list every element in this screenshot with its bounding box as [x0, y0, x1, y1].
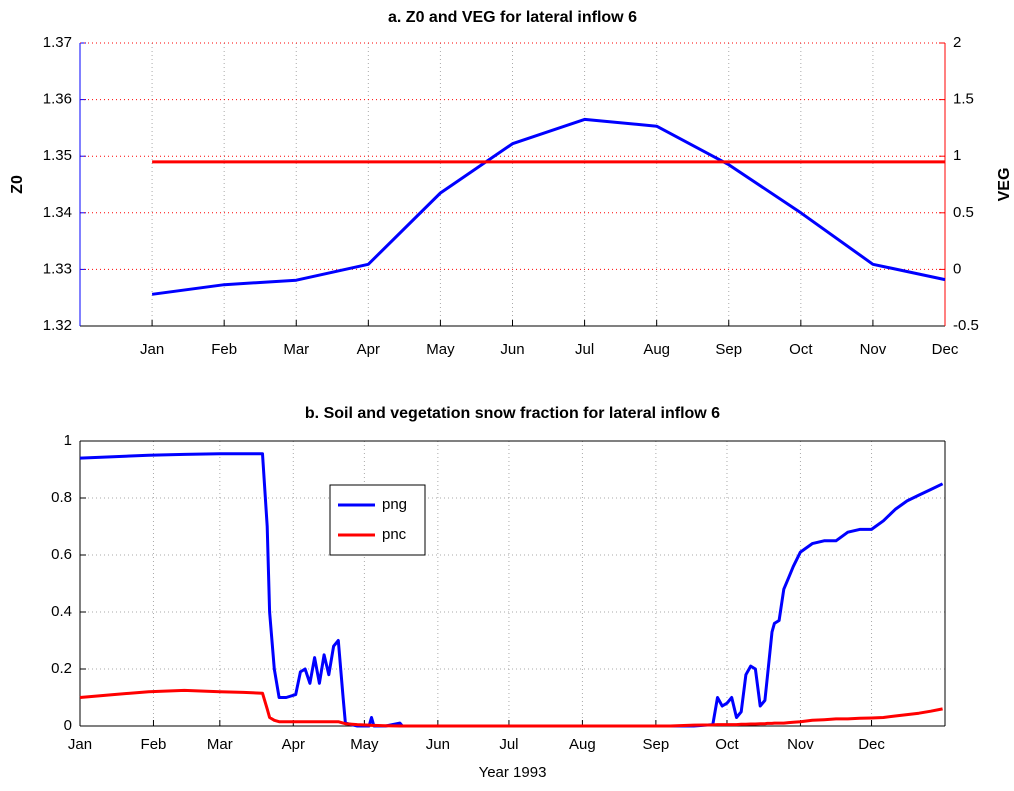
x-tick-label: Jun — [426, 736, 450, 753]
series-line — [79, 688, 943, 728]
y-tick-label: 1.34 — [43, 204, 72, 221]
x-tick-label: Apr — [357, 341, 380, 358]
x-tick-label: Dec — [932, 341, 959, 358]
x-tick-label: May — [426, 341, 455, 358]
x-tick-label: Sep — [715, 341, 742, 358]
x-tick-label: Jan — [68, 736, 92, 753]
x-tick-label: Oct — [715, 736, 739, 753]
y-tick-label: 1.37 — [43, 34, 72, 51]
x-tick-label: Apr — [282, 736, 305, 753]
y-tick-label: 0 — [64, 717, 72, 734]
y2-tick-label: 1 — [953, 147, 961, 164]
y2-tick-label: 1.5 — [953, 91, 974, 108]
x-tick-label: Nov — [787, 736, 814, 753]
y-axis-label: Z0 — [9, 175, 26, 194]
x-tick-label: Dec — [858, 736, 885, 753]
x-tick-label: Nov — [860, 341, 887, 358]
legend-label: pnc — [382, 526, 407, 543]
x-tick-label: Oct — [789, 341, 813, 358]
x-tick-label: Mar — [283, 341, 309, 358]
x-tick-label: Jul — [575, 341, 594, 358]
chart-title: b. Soil and vegetation snow fraction for… — [305, 405, 720, 422]
x-tick-label: May — [350, 736, 379, 753]
y-tick-label: 0.8 — [51, 489, 72, 506]
chart-title: a. Z0 and VEG for lateral inflow 6 — [388, 9, 637, 26]
y2-axis-label: VEG — [996, 168, 1013, 202]
legend-box — [329, 484, 426, 556]
y2-tick-label: -0.5 — [953, 317, 979, 334]
x-tick-label: Feb — [141, 736, 167, 753]
y2-tick-label: 0.5 — [953, 204, 974, 221]
y-tick-label: 1.35 — [43, 147, 72, 164]
x-tick-label: Jan — [140, 341, 164, 358]
x-tick-label: Jul — [499, 736, 518, 753]
series-line — [79, 452, 944, 728]
x-tick-label: Mar — [207, 736, 233, 753]
y-tick-label: 1.33 — [43, 260, 72, 277]
x-tick-label: Aug — [569, 736, 596, 753]
x-axis-label: Year 1993 — [479, 764, 547, 781]
x-tick-label: Feb — [211, 341, 237, 358]
x-tick-label: Sep — [643, 736, 670, 753]
x-tick-label: Jun — [500, 341, 524, 358]
y-tick-label: 1.32 — [43, 317, 72, 334]
y-tick-label: 0.2 — [51, 660, 72, 677]
y-tick-label: 0.4 — [51, 603, 72, 620]
y2-tick-label: 0 — [953, 260, 961, 277]
y-tick-label: 1 — [64, 432, 72, 449]
y-tick-label: 1.36 — [43, 91, 72, 108]
series-line — [151, 117, 946, 296]
y-tick-label: 0.6 — [51, 546, 72, 563]
y2-tick-label: 2 — [953, 34, 961, 51]
x-tick-label: Aug — [643, 341, 670, 358]
legend-label: png — [382, 496, 407, 513]
